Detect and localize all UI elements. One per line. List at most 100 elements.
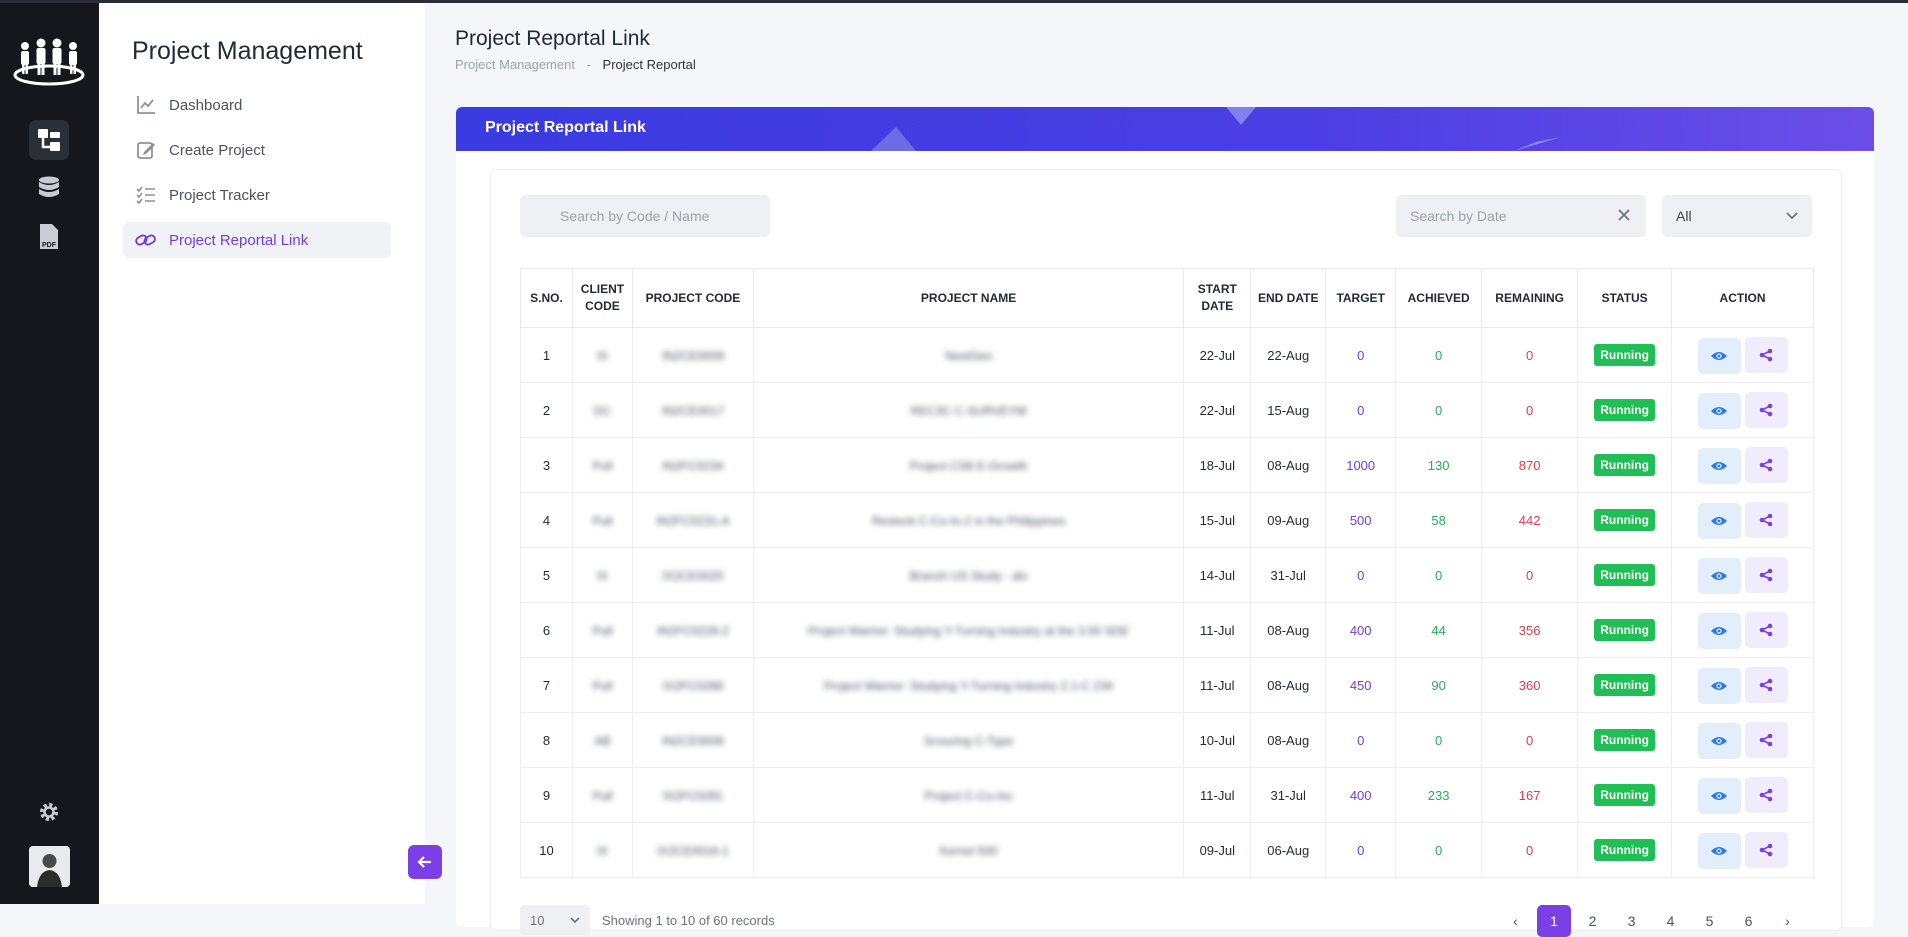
per-page-select[interactable]: 10: [520, 905, 590, 935]
cell-action: [1671, 657, 1814, 713]
cell-sno-text: 3: [542, 457, 551, 473]
cell-start-date: 11-Jul: [1183, 602, 1252, 658]
cell-end-date: 15-Aug: [1250, 382, 1327, 438]
page-4-button[interactable]: 4: [1666, 913, 1675, 929]
col-status[interactable]: STATUS: [1577, 268, 1673, 328]
col-achieved[interactable]: ACHIEVED: [1395, 268, 1483, 328]
cell-end-date: 08-Aug: [1250, 657, 1327, 713]
view-button[interactable]: [1697, 447, 1741, 484]
sidebar-item-project-reportal-link[interactable]: Project Reportal Link: [123, 222, 391, 258]
avatar[interactable]: [29, 846, 70, 887]
database-rail-button[interactable]: [29, 169, 69, 209]
cell-remaining: 0: [1481, 327, 1579, 383]
cell-client-code: Pull: [571, 602, 633, 658]
share-button[interactable]: [1744, 391, 1788, 428]
cell-remaining: 442: [1481, 492, 1579, 548]
close-icon[interactable]: [1616, 207, 1632, 223]
cell-sno: 10: [520, 822, 573, 878]
cell-client-code-text: Pull: [592, 678, 613, 693]
col-client-code[interactable]: CLIENT CODE: [571, 268, 633, 328]
cell-client-code: Pull: [571, 437, 633, 493]
table-row: 8 AB IN2CE0006 Scouring C-Type 10-Jul 08-Aug 0…: [520, 712, 1814, 768]
search-input[interactable]: [520, 195, 770, 237]
cell-remaining: 167: [1481, 767, 1579, 823]
cell-achieved-text: 90: [1431, 677, 1446, 693]
cell-action: [1671, 547, 1814, 603]
share-icon: [1759, 568, 1773, 581]
share-icon: [1759, 678, 1773, 691]
view-button[interactable]: [1697, 337, 1741, 374]
page-2-button[interactable]: 2: [1588, 913, 1597, 929]
view-button[interactable]: [1697, 832, 1741, 869]
date-search-input[interactable]: [1396, 195, 1646, 237]
share-button[interactable]: [1744, 556, 1788, 593]
cell-target: 0: [1325, 712, 1397, 768]
main-content: Project Reportal Link Project Management…: [425, 0, 1908, 937]
cell-remaining-text: 0: [1526, 402, 1534, 418]
cell-project-name: Project Warrior: Studying Y-Turning Indu…: [752, 602, 1185, 658]
share-button[interactable]: [1744, 721, 1788, 758]
share-button[interactable]: [1744, 611, 1788, 648]
cell-project-name-text: Kernel 500: [939, 843, 998, 858]
hierarchy-icon: [38, 129, 60, 151]
col-sno[interactable]: S.NO.: [520, 268, 573, 328]
cell-status: Running: [1577, 657, 1673, 713]
view-button[interactable]: [1697, 557, 1741, 594]
col-target[interactable]: TARGET: [1325, 268, 1397, 328]
pdf-rail-button[interactable]: PDF: [29, 217, 69, 257]
settings-rail-button[interactable]: [29, 792, 69, 832]
col-project-name[interactable]: PROJECT NAME: [752, 268, 1185, 328]
breadcrumb-separator: -: [586, 57, 591, 72]
view-button[interactable]: [1697, 502, 1741, 539]
cell-sno: 1: [520, 327, 573, 383]
col-remaining[interactable]: REMAINING: [1481, 268, 1579, 328]
view-button[interactable]: [1697, 392, 1741, 429]
cell-start-date-text: 22-Jul: [1199, 402, 1235, 418]
view-button[interactable]: [1697, 612, 1741, 649]
prev-page-button[interactable]: ‹: [1513, 913, 1518, 929]
page-6-button[interactable]: 6: [1744, 913, 1753, 929]
col-start-date[interactable]: START DATE: [1183, 268, 1252, 328]
page-1-button[interactable]: 1: [1537, 905, 1571, 937]
projects-rail-button[interactable]: [29, 120, 69, 160]
breadcrumb-parent[interactable]: Project Management: [455, 57, 575, 72]
cell-sno: 6: [520, 602, 573, 658]
cell-end-date: 31-Jul: [1250, 547, 1327, 603]
cell-end-date-text: 06-Aug: [1267, 842, 1310, 858]
share-icon: [1759, 348, 1773, 361]
breadcrumb: Project Management - Project Reportal: [455, 57, 696, 72]
share-button[interactable]: [1744, 831, 1788, 868]
cell-sno: 3: [520, 437, 573, 493]
share-button[interactable]: [1744, 776, 1788, 813]
sidebar-item-dashboard[interactable]: Dashboard: [123, 87, 391, 123]
cell-remaining: 0: [1481, 547, 1579, 603]
cell-start-date-text: 11-Jul: [1200, 677, 1235, 693]
eye-icon: [1711, 681, 1728, 690]
collapse-sidebar-button[interactable]: [408, 845, 442, 879]
cell-end-date-text: 08-Aug: [1267, 732, 1310, 748]
sidebar-item-create-project[interactable]: Create Project: [123, 132, 391, 168]
cell-target: 500: [1325, 492, 1397, 548]
cell-sno-text: 5: [542, 567, 551, 583]
view-button[interactable]: [1697, 722, 1741, 759]
table-body: 1 IX IN2CE0009 NextGen 22-Jul 22-Aug 0 0 0 Runnin…: [520, 327, 1814, 878]
share-button[interactable]: [1744, 501, 1788, 538]
share-button[interactable]: [1744, 666, 1788, 703]
col-end-date[interactable]: END DATE: [1250, 268, 1327, 328]
next-page-button[interactable]: ›: [1785, 913, 1790, 929]
view-button[interactable]: [1697, 667, 1741, 704]
share-button[interactable]: [1744, 446, 1788, 483]
team-logo-icon[interactable]: [13, 37, 85, 87]
share-button[interactable]: [1744, 336, 1788, 373]
cell-project-name-text: Project CS8 E-Growth: [909, 458, 1028, 473]
view-button[interactable]: [1697, 777, 1741, 814]
col-project-code[interactable]: PROJECT CODE: [631, 268, 754, 328]
status-filter-select[interactable]: All: [1662, 195, 1812, 237]
page-3-button[interactable]: 3: [1627, 913, 1636, 929]
page-5-button[interactable]: 5: [1705, 913, 1714, 929]
cell-project-name: Scouring C-Type: [752, 712, 1185, 768]
card-header: Project Reportal Link: [456, 107, 1874, 151]
sidebar-item-project-tracker[interactable]: Project Tracker: [123, 177, 391, 213]
cell-remaining-text: 0: [1526, 567, 1534, 583]
cell-start-date-text: 11-Jul: [1200, 787, 1235, 803]
